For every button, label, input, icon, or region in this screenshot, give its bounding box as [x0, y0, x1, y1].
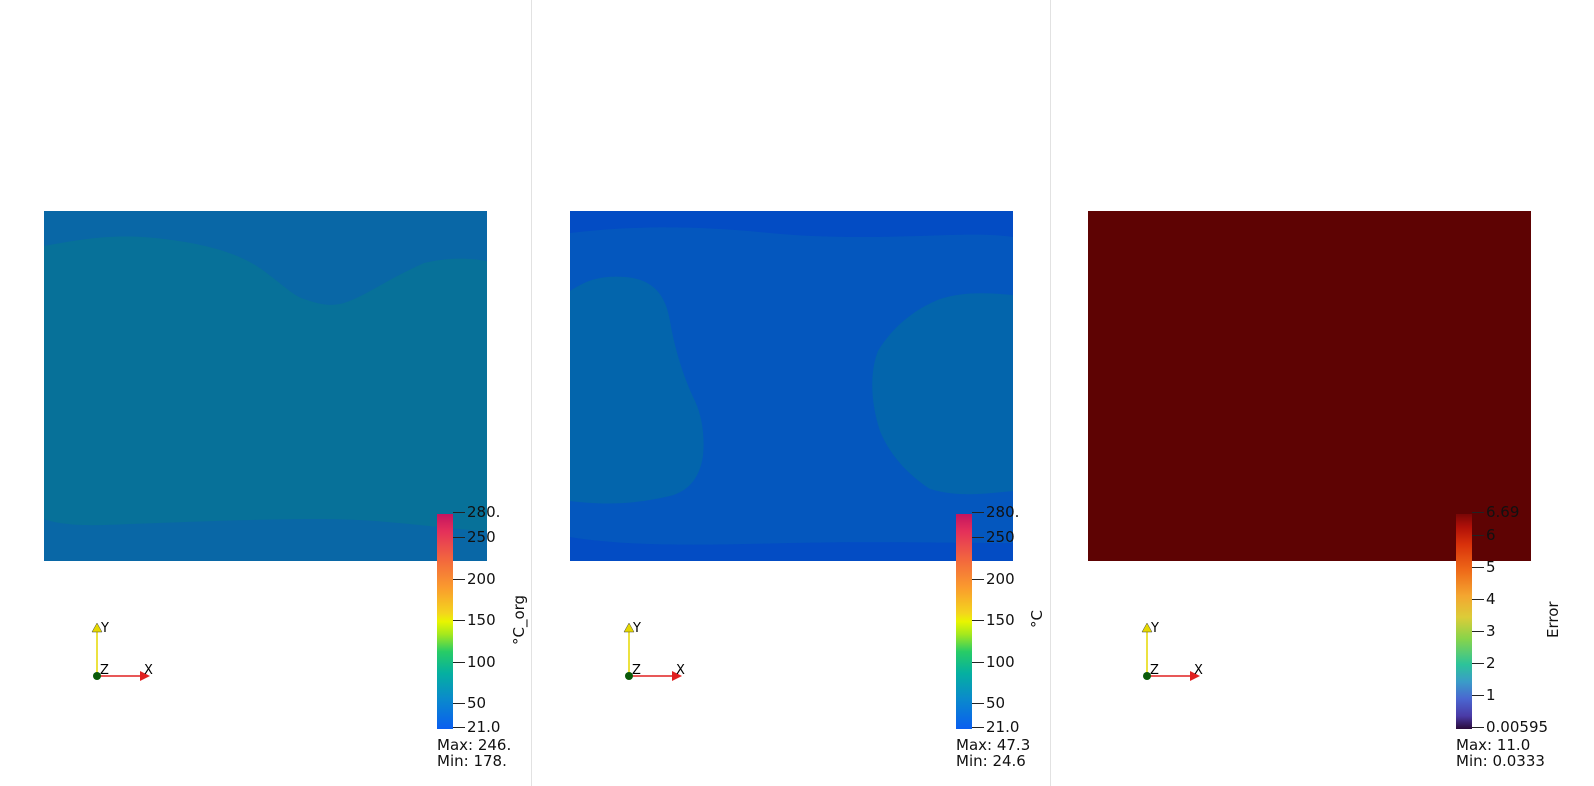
temperature-field-predicted: [570, 211, 1013, 561]
view-divider: [531, 0, 532, 786]
viewport-original[interactable]: 280. 250 200 150 100 50 21.0 °C_org Max:…: [0, 0, 531, 786]
min-label: Min: 24.6: [956, 752, 1026, 770]
tick-label: 6.69: [1471, 503, 1520, 521]
axis-x-label: X: [144, 663, 153, 678]
tick-label: 4: [1472, 590, 1496, 608]
colorbar-predicted: [956, 514, 972, 729]
min-label: Min: 178.: [437, 752, 507, 770]
min-label: Min: 0.0333: [1456, 752, 1545, 770]
tick-label: 100: [972, 653, 1015, 671]
axis-y-label: Y: [632, 621, 641, 636]
tick-label: 50: [971, 694, 1006, 712]
orientation-axes: Y X Z: [623, 621, 685, 681]
viewport-predicted[interactable]: 280. 250 200 150 100 50 21.0 °C Max: 47.…: [526, 0, 1050, 786]
colorbar-error: [1456, 514, 1472, 729]
tick-label: 200: [453, 570, 496, 588]
tick-label: 2: [1472, 654, 1496, 672]
viewport-error[interactable]: 6.69 6 5 4 3 2 1 0.00595 Error Max: 11.0…: [1044, 0, 1594, 786]
temperature-field-original: [44, 211, 487, 561]
tick-label: 280.: [971, 503, 1020, 521]
colorbar-title: Error: [1544, 601, 1562, 638]
error-field: [1088, 211, 1531, 561]
axis-x-label: X: [1194, 663, 1203, 678]
tick-label: 1: [1472, 686, 1496, 704]
max-label: Max: 11.0: [1456, 736, 1531, 754]
axis-y-label: Y: [100, 621, 109, 636]
orientation-axes: Y X Z: [91, 621, 153, 681]
tick-label: 100: [453, 653, 496, 671]
tick-label: 21.0: [971, 718, 1020, 736]
orientation-axes: Y X Z: [1141, 621, 1203, 681]
max-label: Max: 246.: [437, 736, 512, 754]
axis-x-label: X: [676, 663, 685, 678]
tick-label: 3: [1472, 622, 1496, 640]
axis-z-label: Z: [1150, 663, 1159, 678]
axis-y-label: Y: [1150, 621, 1159, 636]
colorbar-original: [437, 514, 453, 729]
axis-z-label: Z: [100, 663, 109, 678]
tick-label: 50: [452, 694, 487, 712]
view-divider: [1050, 0, 1051, 786]
tick-label: 200: [972, 570, 1015, 588]
tick-label: 150: [972, 611, 1015, 629]
tick-label: 5: [1472, 558, 1496, 576]
tick-label: 21.0: [452, 718, 501, 736]
tick-label: 280.: [452, 503, 501, 521]
axis-z-label: Z: [632, 663, 641, 678]
max-label: Max: 47.3: [956, 736, 1031, 754]
tick-label: 0.00595: [1471, 718, 1549, 736]
tick-label: 250: [453, 528, 496, 546]
tick-label: 150: [453, 611, 496, 629]
tick-label: 250: [972, 528, 1015, 546]
tick-label: 6: [1472, 526, 1496, 544]
